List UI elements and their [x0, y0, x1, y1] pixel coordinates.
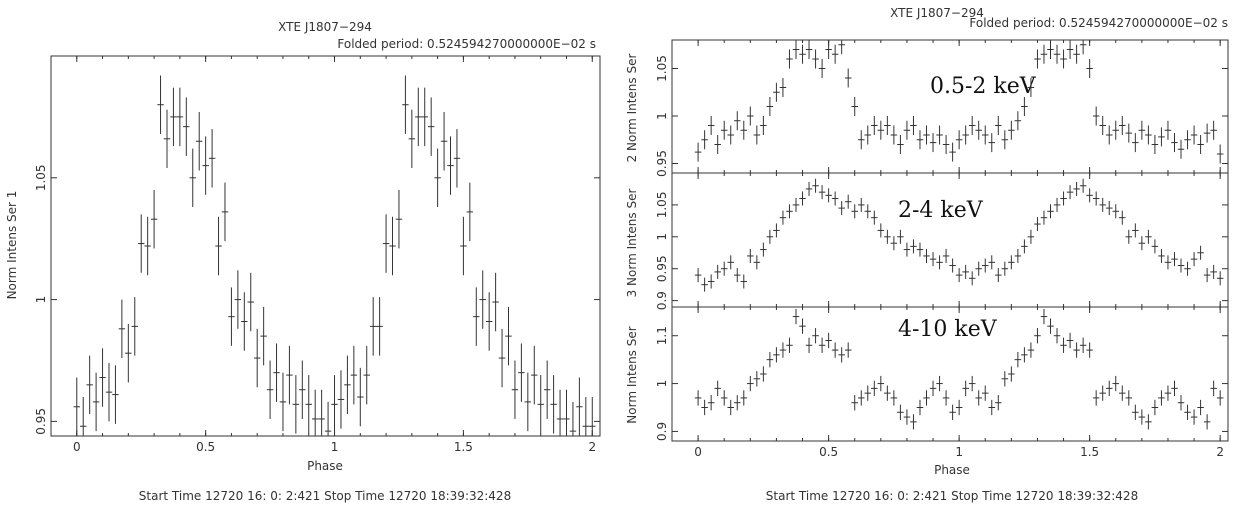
right-footer: Start Time 12720 16: 0: 2:421 Stop Time …: [766, 489, 1138, 503]
right-plot-subtitle: Folded period: 0.524594270000000E−02 s: [969, 16, 1228, 30]
left-x-tick-label: 1.5: [454, 440, 473, 454]
panel1-frame: [671, 39, 1229, 174]
left-plot-area: 0 0.5 1 1.5 2 0.95 1 1.05: [34, 55, 601, 454]
left-y-tick-label: 0.95: [34, 408, 48, 435]
panel3-x-tick-label: 2: [1216, 445, 1224, 459]
left-y-axis-label: Norm Intens Ser 1: [5, 191, 19, 300]
panel2-y-tick-label: 0.95: [655, 255, 669, 282]
panel3-y-tick-label: 1: [655, 380, 669, 388]
left-plot-title: XTE J1807−294: [278, 20, 372, 34]
panel3-x-tick-label: 1.5: [1080, 445, 1099, 459]
panel2-frame: [671, 172, 1229, 308]
left-x-axis-label: Phase: [307, 459, 343, 473]
panel3-band-label: 4-10 keV: [898, 317, 998, 342]
panel3-x-tick-label: 1: [955, 445, 963, 459]
panel1-y-tick-label: 1.05: [655, 55, 669, 82]
panel3-x-tick-label: 0: [694, 445, 702, 459]
right-plot-area: 0.95 1 1.05 0.9 0.95 1 1.05 0 0.5 1 1.5 2 0.9 1 1.1: [655, 39, 1229, 459]
panel3-y-tick-label: 1.1: [655, 326, 669, 345]
panel2-y-tick-label: 1: [655, 233, 669, 241]
panel3-frame: [671, 306, 1229, 442]
left-x-tick-label: 1: [331, 440, 339, 454]
panel3-y-tick-label: 0.9: [655, 422, 669, 441]
left-x-tick-label: 0: [73, 440, 81, 454]
panel2-y-tick-label: 1.05: [655, 192, 669, 219]
left-y-tick-label: 1.05: [34, 164, 48, 191]
panel2-y-tick-label: 0.9: [655, 291, 669, 310]
left-frame: [50, 55, 601, 437]
right-x-axis-label: Phase: [934, 463, 970, 477]
left-footer: Start Time 12720 16: 0: 2:421 Stop Time …: [139, 489, 511, 503]
panel1-band-label: 0.5-2 keV: [930, 74, 1037, 99]
left-y-tick-label: 1: [34, 296, 48, 304]
left-plot-subtitle: Folded period: 0.524594270000000E−02 s: [337, 37, 596, 51]
panel1-y-axis-label: 2 Norm Intens Ser: [625, 54, 639, 163]
panel3-x-tick-label: 0.5: [819, 445, 838, 459]
panel1-y-tick-label: 0.95: [655, 150, 669, 177]
panel2-data-points: [694, 178, 1224, 292]
panel3-y-axis-label: Norm Intens Ser: [625, 326, 639, 423]
right-plot-title: XTE J1807−294: [890, 6, 984, 20]
panel2-y-axis-label: 3 Norm Intens Ser: [625, 189, 639, 298]
panel3-data-points: [694, 308, 1224, 430]
left-x-tick-label: 0.5: [196, 440, 215, 454]
panel1-y-tick-label: 1: [655, 112, 669, 120]
panel2-band-label: 2-4 keV: [898, 198, 984, 223]
left-x-tick-label: 2: [588, 440, 596, 454]
left-data-points: [73, 75, 596, 436]
panel1-data-points: [694, 40, 1224, 164]
